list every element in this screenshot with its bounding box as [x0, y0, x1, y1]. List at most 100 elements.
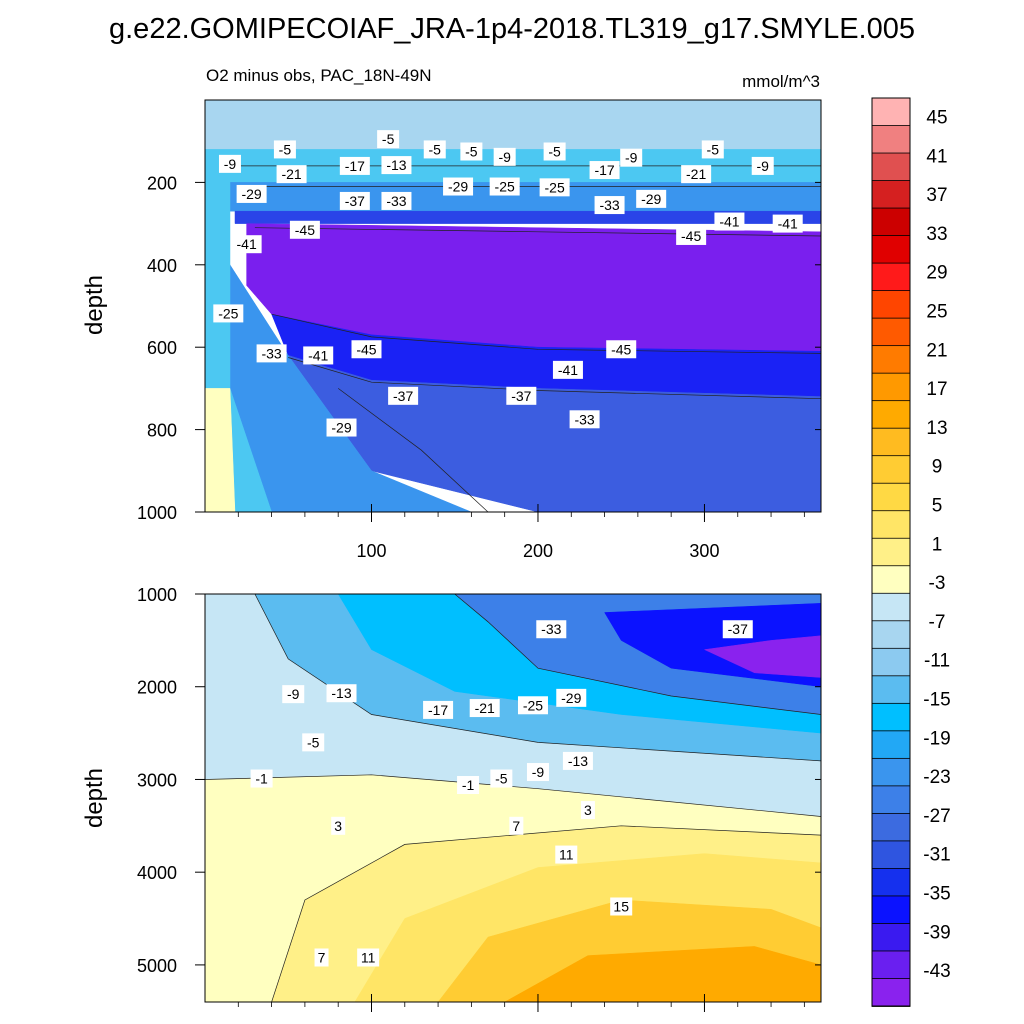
lower-y-ticks: 1000 2000 3000 4000 5000: [137, 585, 821, 976]
colorbar-label: 37: [926, 185, 947, 206]
contour-label-text: 11: [559, 847, 574, 863]
lower-contour-lines: [205, 594, 821, 1002]
contour-label-text: -25: [495, 179, 515, 195]
lower-x-ticks: [237, 994, 805, 1012]
contour-label: -9: [282, 685, 305, 704]
contour-label: -21: [681, 165, 712, 184]
contour-label-box: [620, 148, 643, 167]
upper-y-axis-label: depth: [81, 275, 108, 335]
contour-label: -33: [256, 344, 287, 363]
contour-label-box: [555, 845, 578, 864]
contour-line: [271, 825, 821, 1002]
colorbar-label: 45: [926, 108, 947, 129]
colorbar-swatch: [871, 702, 911, 732]
contour-label-box: [381, 191, 412, 210]
contour-label-box: [714, 212, 745, 231]
colorbar: 45 41 37 33 29 25 21 17 13 9 5 1 -3 -7 -11 -15 -19 -23 -27…: [871, 97, 951, 1007]
colorbar-swatch: [871, 785, 911, 815]
colorbar-swatch: [871, 647, 911, 677]
colorbar-label: -19: [923, 728, 950, 749]
contour-label: -25: [517, 696, 548, 715]
contour-label: 7: [314, 948, 329, 967]
contour-label-text: -33: [599, 197, 619, 213]
upper-x-ticks: 100 200 300: [237, 504, 805, 561]
contour-label: 11: [555, 845, 578, 864]
contour-label-text: -29: [241, 186, 261, 202]
contour-label-text: -13: [331, 685, 351, 701]
contour-label-text: -25: [523, 697, 543, 713]
contour-label-text: -37: [728, 621, 748, 637]
contour-label-text: -21: [281, 166, 301, 182]
colorbar-label: -15: [923, 690, 950, 711]
upper-contour-panel: O2 minus obs, PAC_18N-49N mmol/m^3 depth…: [81, 66, 822, 561]
contour-label: -25: [489, 177, 520, 196]
colorbar-swatch: [871, 345, 911, 375]
y-tick-label: 200: [147, 173, 177, 193]
contour-label-text: -9: [532, 764, 545, 780]
contour-label-text: -13: [568, 753, 588, 769]
colorbar-label: -7: [929, 612, 946, 633]
contour-label: -13: [381, 156, 412, 175]
contour-label: -17: [589, 161, 620, 180]
y-tick-label: 4000: [137, 863, 177, 883]
contour-label-box: [493, 147, 516, 166]
colorbar-swatch: [871, 675, 911, 705]
lower-fill-layer: [205, 594, 821, 1002]
fill-region: [234, 210, 821, 224]
colorbar-swatch: [871, 317, 911, 347]
contour-label: -37: [388, 386, 419, 405]
contour-label-box: [357, 948, 380, 967]
contour-label-box: [423, 700, 454, 719]
colorbar-label: 33: [926, 224, 947, 245]
contour-label: -33: [381, 191, 412, 210]
colorbar-swatch: [871, 537, 911, 567]
contour-label-box: [556, 688, 587, 707]
contour-label-text: -17: [594, 162, 614, 178]
contour-label-box: [302, 733, 325, 752]
contour-label-text: -9: [625, 150, 638, 166]
upper-subtitle-right: mmol/m^3: [742, 72, 820, 91]
x-tick-label: 200: [523, 541, 553, 561]
contour-label-text: -41: [308, 347, 328, 363]
contour-label: -5: [377, 130, 400, 149]
contour-label-box: [606, 340, 637, 359]
contour-label-text: -5: [495, 771, 508, 787]
colorbar-swatch: [871, 290, 911, 320]
colorbar-swatch: [871, 482, 911, 512]
contour-label: -45: [289, 220, 320, 239]
contour-label-box: [339, 191, 370, 210]
contour-label-text: -9: [287, 686, 300, 702]
contour-label-text: -9: [498, 149, 511, 165]
contour-label-box: [589, 161, 620, 180]
colorbar-swatch: [871, 978, 911, 1007]
contour-label: 15: [610, 897, 633, 916]
contour-line: [254, 594, 821, 762]
colorbar-swatch: [871, 895, 911, 925]
upper-y-ticks: 200 400 600 800 1000: [137, 173, 821, 523]
upper-fill-layer: [205, 100, 821, 512]
colorbar-label: -27: [923, 806, 950, 827]
contour-label-text: -29: [641, 191, 661, 207]
contour-label-text: -17: [345, 158, 365, 174]
lower-plot-frame: [204, 593, 822, 1003]
contour-label-text: -5: [279, 141, 292, 157]
contour-label-text: -21: [686, 166, 706, 182]
contour-label-text: -29: [331, 420, 351, 436]
contour-label-text: 3: [334, 818, 342, 834]
contour-label: -45: [351, 340, 382, 359]
contour-label-text: -41: [237, 236, 257, 252]
x-tick-label: 100: [356, 541, 386, 561]
colorbar-label: -35: [923, 884, 950, 905]
colorbar-swatch: [871, 840, 911, 870]
colorbar-swatch: [871, 262, 911, 292]
contour-label: -5: [423, 140, 446, 159]
colorbar-label: 25: [926, 302, 947, 323]
contour-line: [271, 313, 821, 354]
contour-label: 11: [357, 948, 380, 967]
colorbar-label: -31: [923, 845, 950, 866]
colorbar-swatch: [871, 510, 911, 540]
fill-region: [703, 635, 821, 678]
contour-label: -21: [469, 699, 500, 718]
contour-label: 7: [509, 816, 524, 835]
contour-label-box: [256, 344, 287, 363]
